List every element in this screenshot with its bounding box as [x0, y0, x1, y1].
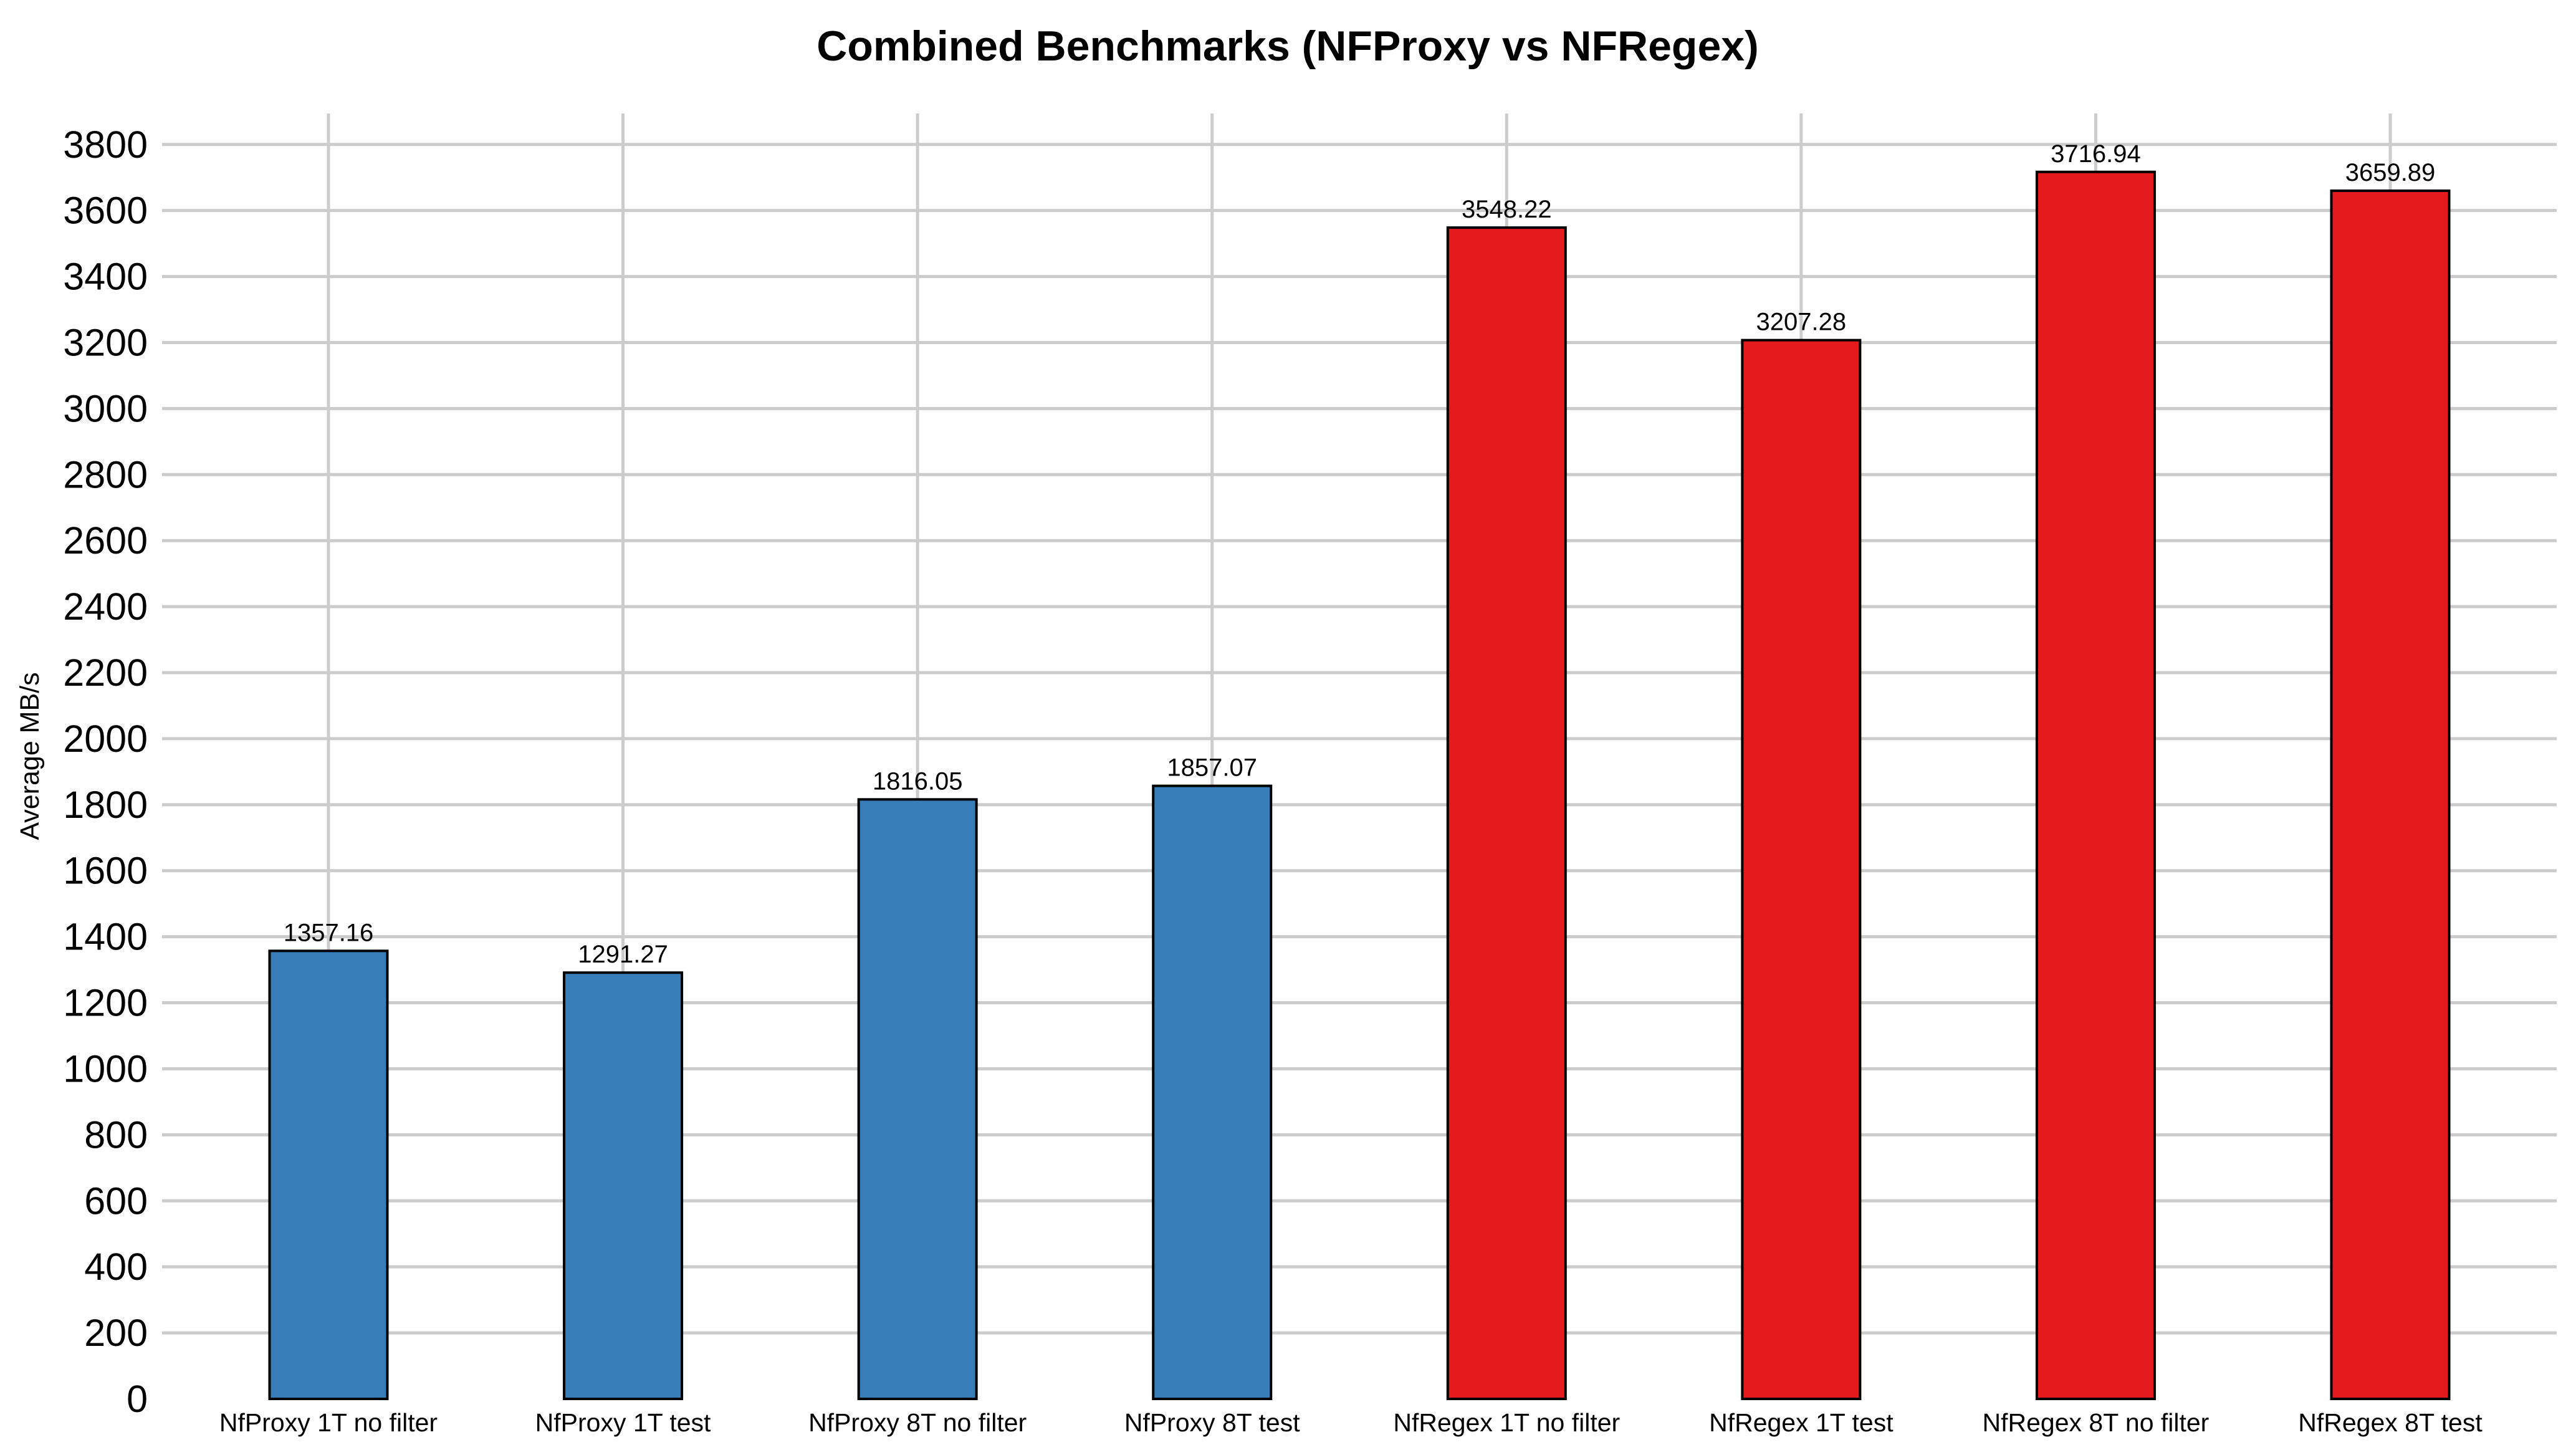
- x-tick-label: NfRegex 1T test: [1709, 1408, 1894, 1437]
- bar-layer: [268, 170, 2451, 1401]
- x-tick-label: NfProxy 1T test: [535, 1408, 711, 1437]
- bar: [1152, 784, 1273, 1400]
- y-tick-label: 2400: [63, 585, 148, 628]
- bar-value-label: 3716.94: [2051, 140, 2141, 168]
- x-tick-label: NfProxy 8T test: [1124, 1408, 1300, 1437]
- bar-value-label: 1357.16: [284, 919, 374, 946]
- x-tick-label: NfProxy 8T no filter: [808, 1408, 1027, 1437]
- y-axis-title: Average MB/s: [15, 672, 45, 840]
- y-tick-label: 1600: [63, 850, 148, 892]
- x-tick-label: NfRegex 1T no filter: [1393, 1408, 1620, 1437]
- bar-value-label: 1857.07: [1167, 754, 1257, 782]
- bar: [268, 949, 389, 1400]
- y-tick-label: 3400: [63, 256, 148, 298]
- bar-value-label: 3659.89: [2345, 159, 2436, 186]
- y-tick-label: 800: [84, 1113, 148, 1156]
- grid-layer: [162, 113, 2557, 1399]
- y-tick-label: 600: [84, 1179, 148, 1222]
- y-tick-label: 1400: [63, 916, 148, 958]
- y-tick-label: 200: [84, 1312, 148, 1354]
- y-tick-label: 3600: [63, 190, 148, 232]
- x-tick-label: NfRegex 8T no filter: [1982, 1408, 2209, 1437]
- bar: [2330, 189, 2451, 1400]
- label-layer: 0 200 400 600 800 1000 1200 1400 1600 1800 2000 220…: [63, 123, 2483, 1437]
- bar: [2035, 170, 2156, 1400]
- y-tick-label: 2000: [63, 718, 148, 760]
- bar-value-label: 3207.28: [1756, 309, 1847, 336]
- chart-title: Combined Benchmarks (NFProxy vs NFRegex): [816, 22, 1759, 70]
- bar-value-label: 3548.22: [1462, 196, 1552, 223]
- bar-value-label: 1816.05: [873, 767, 963, 795]
- y-tick-label: 400: [84, 1246, 148, 1288]
- y-tick-label: 3200: [63, 321, 148, 363]
- y-tick-label: 2200: [63, 651, 148, 694]
- y-tick-label: 2600: [63, 519, 148, 562]
- bar: [1741, 339, 1862, 1400]
- y-tick-label: 1200: [63, 982, 148, 1024]
- bar-value-label: 1291.27: [578, 941, 668, 968]
- y-tick-label: 0: [127, 1378, 148, 1420]
- bar: [857, 798, 978, 1400]
- y-tick-label: 3000: [63, 387, 148, 430]
- bar: [1446, 226, 1567, 1400]
- x-tick-label: NfRegex 8T test: [2298, 1408, 2483, 1437]
- y-tick-label: 1800: [63, 784, 148, 826]
- y-tick-label: 1000: [63, 1047, 148, 1090]
- x-tick-label: NfProxy 1T no filter: [219, 1408, 438, 1437]
- y-tick-label: 3800: [63, 123, 148, 166]
- bar: [563, 971, 684, 1401]
- y-tick-label: 2800: [63, 453, 148, 496]
